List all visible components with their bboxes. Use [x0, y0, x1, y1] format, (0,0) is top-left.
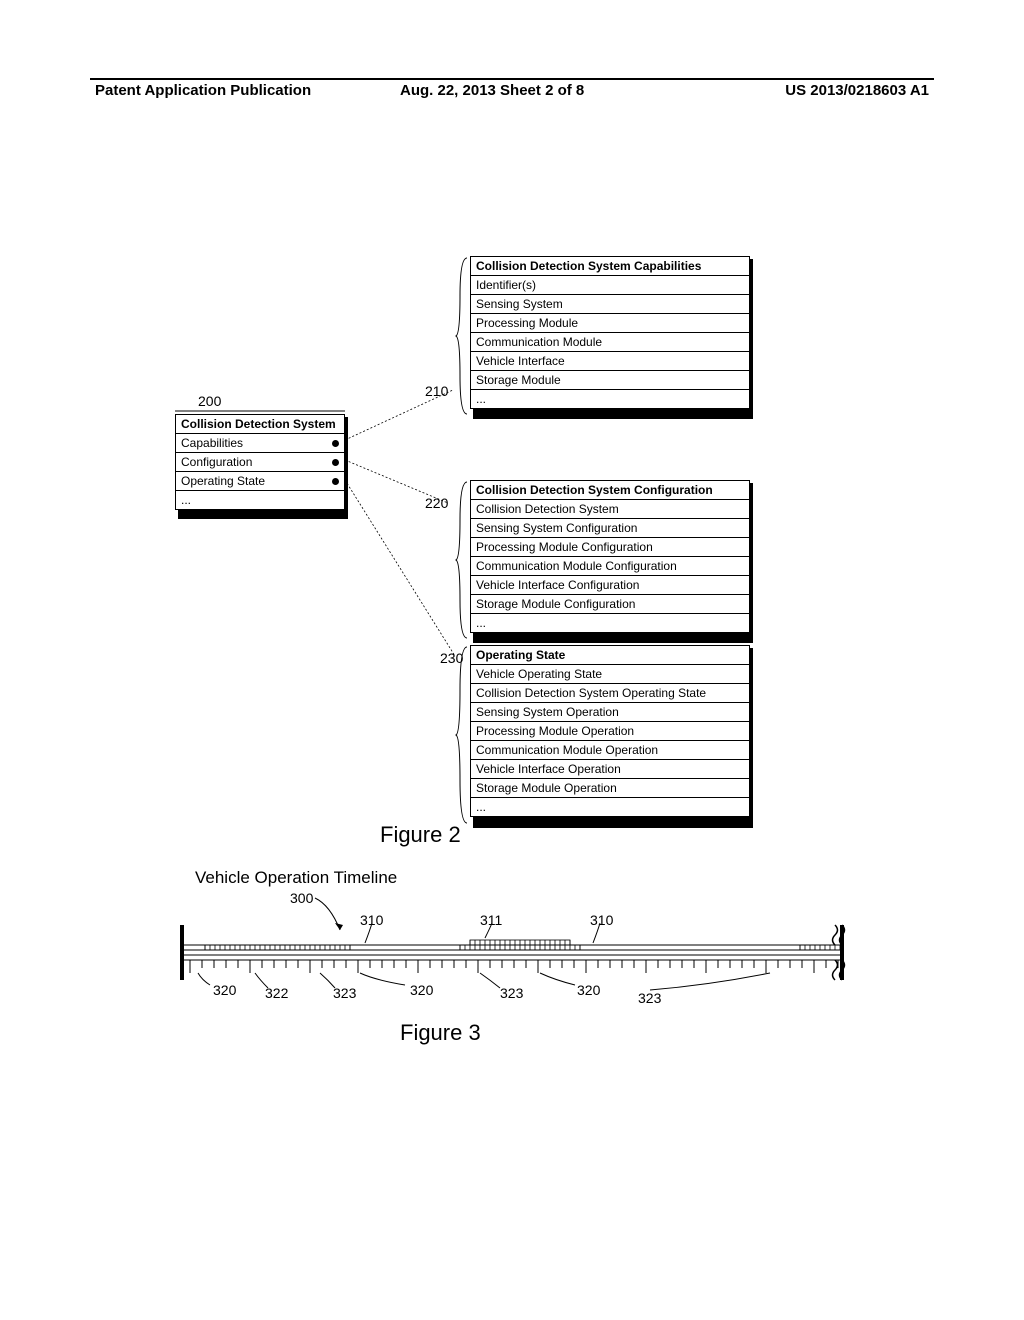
table230-row-0: Vehicle Operating State	[471, 665, 750, 684]
table210-title: Collision Detection System Capabilities	[471, 257, 750, 276]
figure-3-caption: Figure 3	[400, 1020, 481, 1046]
table210-row-5: Storage Module	[471, 371, 750, 390]
table220-row-6: ...	[471, 614, 750, 633]
dot-icon	[332, 459, 339, 466]
table230-row-4: Communication Module Operation	[471, 741, 750, 760]
timeline-label-310-b: 310	[590, 912, 613, 928]
timeline-label-323-a: 323	[333, 985, 356, 1001]
table230-row-7: ...	[471, 798, 750, 817]
timeline-label-311: 311	[480, 912, 502, 928]
table220-row-5: Storage Module Configuration	[471, 595, 750, 614]
table230-row-1: Collision Detection System Operating Sta…	[471, 684, 750, 703]
table230-row-3: Processing Module Operation	[471, 722, 750, 741]
header-publication: Patent Application Publication	[95, 82, 311, 99]
table230-row-2: Sensing System Operation	[471, 703, 750, 722]
header-rule	[90, 78, 934, 80]
main-row-operating-state: Operating State	[176, 472, 345, 491]
main-row-capabilities: Capabilities	[176, 434, 345, 453]
table210-row-6: ...	[471, 390, 750, 409]
header-pub-number: US 2013/0218603 A1	[785, 82, 929, 99]
operating-state-table: Operating State Vehicle Operating State …	[470, 645, 750, 817]
figure-2-caption: Figure 2	[380, 822, 461, 848]
timeline-label-320-c: 320	[577, 982, 600, 998]
main-table-title: Collision Detection System	[176, 415, 345, 434]
table210-row-0: Identifier(s)	[471, 276, 750, 295]
table220-row-4: Vehicle Interface Configuration	[471, 576, 750, 595]
main-row-ellipsis: ...	[176, 491, 345, 510]
timeline-label-320-b: 320	[410, 982, 433, 998]
table220-title: Collision Detection System Configuration	[471, 481, 750, 500]
table220-row-1: Sensing System Configuration	[471, 519, 750, 538]
dot-icon	[332, 478, 339, 485]
table210-row-4: Vehicle Interface	[471, 352, 750, 371]
collision-detection-system-table: Collision Detection System Capabilities …	[175, 414, 345, 510]
timeline-label-323-c: 323	[638, 990, 661, 1006]
connector-210	[343, 260, 473, 460]
timeline-label-323-b: 323	[500, 985, 523, 1001]
table220-row-0: Collision Detection System	[471, 500, 750, 519]
header-date-sheet: Aug. 22, 2013 Sheet 2 of 8	[400, 82, 584, 99]
table210-row-3: Communication Module	[471, 333, 750, 352]
table230-row-6: Storage Module Operation	[471, 779, 750, 798]
table230-row-5: Vehicle Interface Operation	[471, 760, 750, 779]
timeline-label-320-a: 320	[213, 982, 236, 998]
page-container: Patent Application Publication Aug. 22, …	[0, 0, 1024, 1320]
table230-title: Operating State	[471, 646, 750, 665]
timeline-title: Vehicle Operation Timeline	[195, 868, 397, 888]
dot-icon	[332, 440, 339, 447]
main-row-configuration: Configuration	[176, 453, 345, 472]
connector-230	[343, 478, 473, 758]
capabilities-table: Collision Detection System Capabilities …	[470, 256, 750, 409]
table210-row-2: Processing Module	[471, 314, 750, 333]
configuration-table: Collision Detection System Configuration…	[470, 480, 750, 633]
timeline-label-322: 322	[265, 985, 288, 1001]
table220-row-2: Processing Module Configuration	[471, 538, 750, 557]
ref-200: 200	[198, 393, 221, 409]
table210-row-1: Sensing System	[471, 295, 750, 314]
timeline-label-310-a: 310	[360, 912, 383, 928]
table220-row-3: Communication Module Configuration	[471, 557, 750, 576]
